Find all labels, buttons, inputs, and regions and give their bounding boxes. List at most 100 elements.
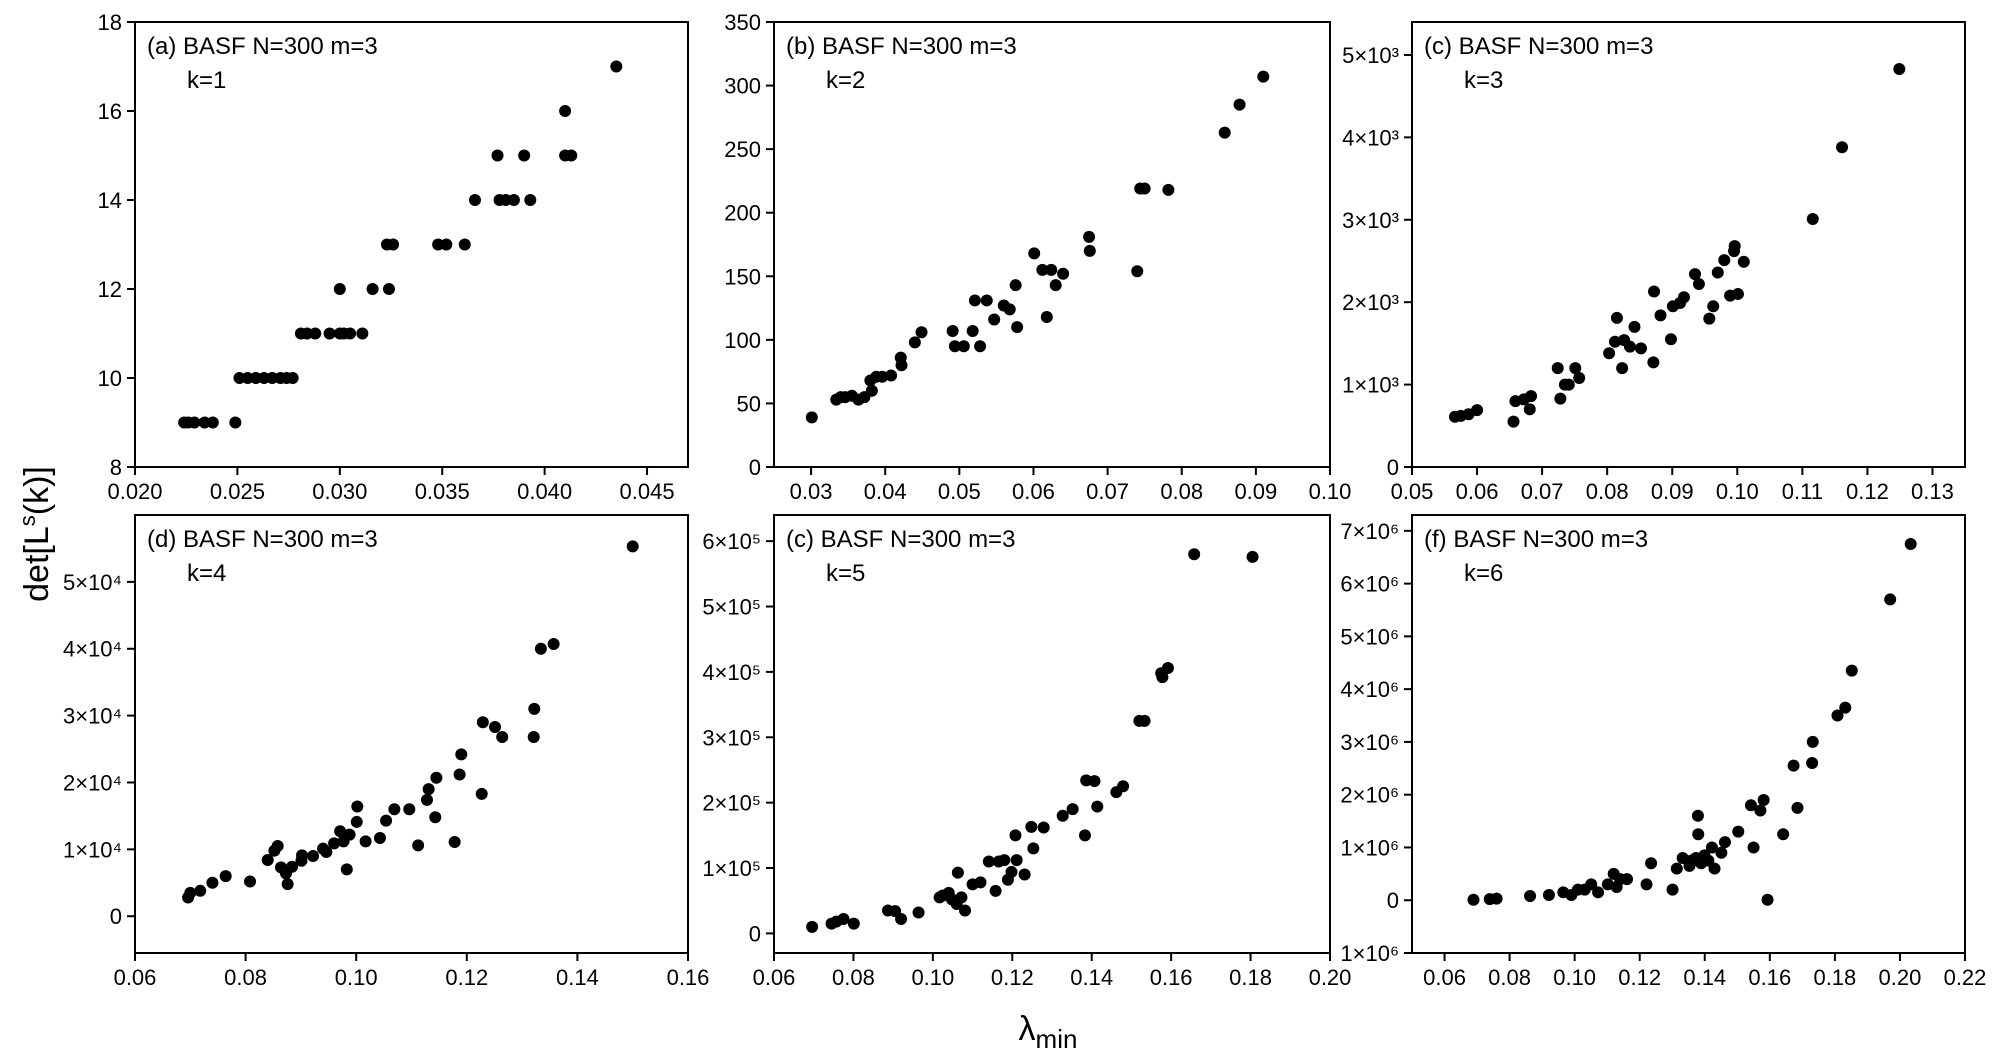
x-tick-label: 0.05 [938, 479, 981, 504]
y-tick-label: 5×10⁶ [1340, 624, 1399, 649]
data-point [351, 800, 364, 813]
data-point [1467, 893, 1480, 906]
data-point [1040, 310, 1053, 323]
data-point [966, 324, 979, 337]
data-point [1078, 829, 1091, 842]
data-point [373, 831, 386, 844]
y-axis-title-tail: (k)] [18, 466, 56, 515]
data-point [420, 793, 433, 806]
panel-subtitle: k=6 [1464, 560, 1503, 587]
x-tick-label: 0.05 [1391, 479, 1434, 504]
data-point [333, 283, 346, 295]
y-tick-label: 3×10⁶ [1340, 730, 1399, 755]
data-point [344, 327, 357, 340]
data-point [1037, 821, 1050, 834]
data-point [1569, 362, 1582, 375]
panel-4: 0.06 0.08 0.10 0.12 0.14 0.16 0 1×10⁴ 2×10⁴ 3×10⁴… [63, 514, 710, 990]
data-point [206, 416, 219, 429]
data-point [1138, 182, 1151, 195]
y-tick-label: 2×10⁶ [1340, 783, 1399, 808]
x-tick-label: 0.09 [1651, 479, 1694, 504]
data-point [1621, 873, 1634, 886]
panel-title: (b) BASF N=300 m=3 [786, 33, 1017, 60]
data-point [1592, 886, 1605, 899]
data-point [1664, 333, 1677, 346]
x-tick-label: 0.14 [1683, 965, 1726, 990]
data-point [1806, 735, 1819, 748]
y-tick-label: 6×10⁵ [702, 529, 761, 554]
data-point [1691, 809, 1704, 822]
data-point [1616, 362, 1629, 375]
x-axis-title-subscript: min [1036, 1024, 1078, 1053]
panel-title: (f) BASF N=300 m=3 [1424, 526, 1648, 553]
x-tick-label: 0.16 [667, 965, 710, 990]
data-point [286, 372, 299, 384]
x-tick-label: 0.04 [864, 479, 907, 504]
data-point [610, 60, 623, 73]
y-tick-label: 18 [98, 10, 122, 35]
y-tick-label: 0 [749, 455, 761, 480]
data-point [1562, 378, 1575, 391]
data-point [912, 906, 925, 919]
data-point [915, 326, 928, 339]
data-point [430, 771, 443, 784]
data-point [1640, 878, 1653, 891]
y-tick-label: 50 [737, 391, 761, 416]
data-point [1049, 279, 1062, 292]
data-point [1836, 141, 1849, 154]
data-point [1754, 804, 1767, 817]
data-point [458, 238, 471, 251]
data-point [847, 917, 860, 930]
y-tick-label: 2×10⁴ [63, 770, 122, 795]
data-point [1161, 661, 1174, 674]
x-tick-label: 0.10 [911, 965, 954, 990]
data-point [380, 814, 393, 827]
data-point [194, 884, 207, 897]
data-point [1156, 671, 1169, 684]
data-point [534, 642, 547, 655]
data-point [489, 720, 502, 733]
panel-6-frame [1411, 514, 1966, 954]
data-point [1025, 820, 1038, 833]
data-point [219, 870, 232, 883]
data-point [350, 815, 363, 828]
x-tick-label: 0.08 [224, 965, 267, 990]
x-tick-label: 0.18 [1813, 965, 1856, 990]
x-tick-label: 0.06 [1456, 479, 1499, 504]
data-point [876, 370, 889, 383]
panel-subtitle: k=5 [826, 560, 865, 587]
data-point [387, 238, 400, 251]
data-point [1009, 279, 1022, 292]
data-point [320, 846, 333, 859]
data-point [1603, 347, 1616, 360]
data-point [989, 884, 1002, 897]
data-point [524, 194, 537, 206]
panel-title: (d) BASF N=300 m=3 [147, 526, 378, 553]
data-point [340, 863, 353, 876]
data-point [468, 194, 481, 206]
x-tick-label: 0.16 [1150, 965, 1193, 990]
data-point [366, 283, 379, 295]
panel-subtitle: k=2 [826, 67, 865, 94]
data-point [1009, 829, 1022, 842]
x-tick-label: 0.06 [114, 965, 157, 990]
data-point [1525, 390, 1538, 403]
data-point [429, 811, 442, 824]
data-point [988, 313, 1001, 326]
data-point [1551, 362, 1564, 375]
y-axis-title-superscript: s [15, 515, 40, 526]
data-point [547, 638, 560, 651]
data-point [1257, 70, 1270, 83]
y-tick-label: 1×10³ [1342, 373, 1399, 398]
data-point [1757, 793, 1770, 806]
data-point [948, 340, 961, 353]
data-point [1707, 300, 1720, 313]
panel-5: 0.06 0.08 0.10 0.12 0.14 0.16 0.18 0.20 0 1×10⁵ 2×… [702, 514, 1351, 990]
y-tick-label: 7×10⁶ [1340, 519, 1399, 544]
data-point [527, 731, 540, 744]
data-point [1608, 335, 1621, 348]
data-point [1737, 255, 1750, 268]
data-point [968, 294, 981, 307]
y-tick-label: 4×10⁵ [702, 660, 761, 685]
data-point [837, 913, 850, 926]
